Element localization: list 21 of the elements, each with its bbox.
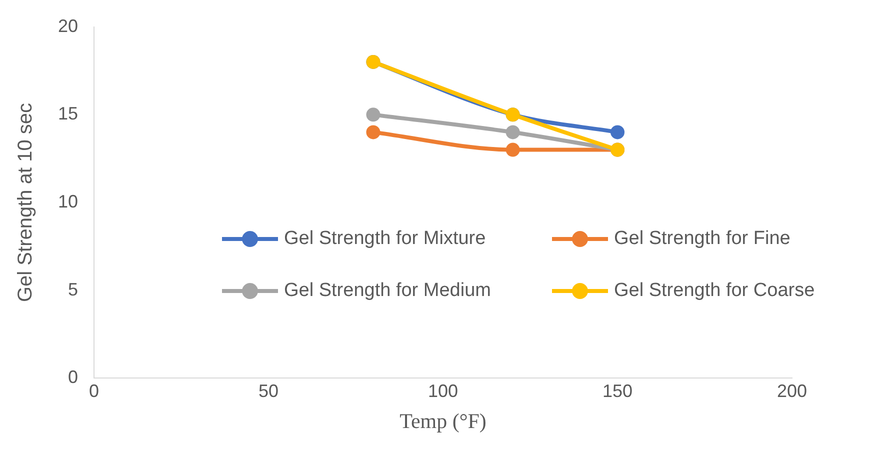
point [506,142,520,157]
x-tick-label: 150 [602,380,633,401]
point [366,125,380,140]
y-tick-label: 0 [68,367,78,388]
legend-label: Gel Strength for Coarse [614,280,815,302]
x-tick-label: 200 [776,380,808,401]
legend-label: Gel Strength for Mixture [284,228,486,250]
point [506,125,520,140]
y-tick-label: 10 [58,191,78,212]
y-tick-label: 15 [58,104,78,124]
y-tick-label: 5 [68,279,78,300]
legend-label: Gel Strength for Fine [614,228,790,250]
x-axis-title: Temp (°F) [400,408,486,433]
x-tick-label: 0 [89,380,100,401]
point [366,108,380,122]
x-tick-label: 100 [428,380,458,401]
y-tick-label: 20 [58,16,78,36]
x-tick-label: 50 [258,380,279,401]
y-axis-title: Gel Strength at 10 sec [14,102,37,302]
legend-label: Gel Strength for Medium [284,280,491,302]
point [610,125,625,140]
